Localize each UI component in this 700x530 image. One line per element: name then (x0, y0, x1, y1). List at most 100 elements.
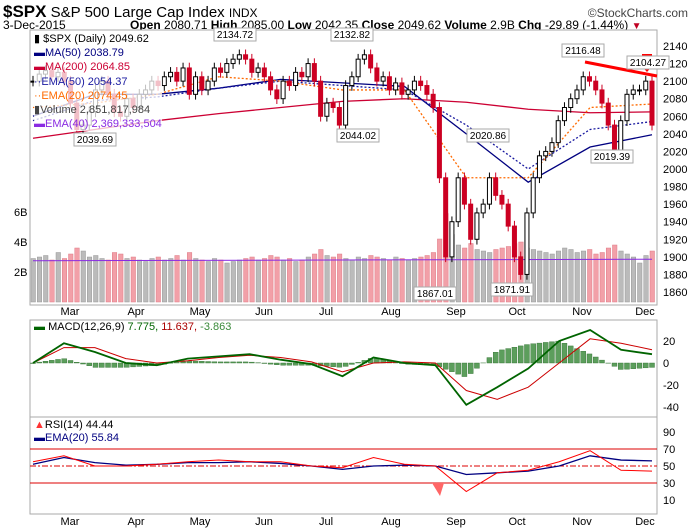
symbol: $SPX (3, 2, 47, 21)
signal-value: 11.637, (161, 321, 198, 333)
candle-body (199, 76, 205, 91)
candle-body (224, 63, 230, 73)
macd-histogram-bar (524, 344, 530, 364)
brand-logo: ©StockCharts.com (587, 6, 688, 20)
macd-legend-icon: ▬ (34, 321, 45, 333)
volume-bar (543, 252, 549, 303)
macd-histogram-bar (505, 348, 511, 364)
volume-bar (643, 255, 649, 303)
volume-bar (280, 259, 286, 303)
price-tick: 2040 (663, 129, 687, 141)
volume-bar (430, 252, 436, 303)
volume-bar (149, 258, 155, 303)
macd-tick: 0 (663, 358, 669, 370)
candle-body (230, 58, 236, 65)
macd-histogram-bar (217, 361, 224, 364)
volume-bar (537, 250, 543, 303)
price-annotation-box (490, 282, 534, 297)
macd-histogram-bar (599, 359, 605, 364)
month-label-bottom: Sep (446, 516, 466, 528)
candle-body (530, 177, 536, 214)
price-annotation: 2132.82 (334, 30, 371, 41)
macd-histogram-bar (267, 362, 274, 365)
price-annotation: 2044.02 (340, 131, 377, 142)
volume-bar (293, 261, 299, 303)
open-value: 2080.71 (164, 18, 208, 32)
volume-ema-line (32, 258, 653, 262)
price-annotation-box (626, 55, 670, 70)
macd-tick: -40 (663, 402, 679, 414)
volume-bar (124, 258, 130, 303)
volume-bar (112, 252, 118, 303)
macd-histogram-bar (593, 356, 599, 364)
candle-body (430, 93, 436, 108)
candle-body (255, 67, 261, 73)
macd-histogram-bar (330, 362, 336, 367)
month-label-top: Apr (127, 306, 144, 318)
price-annotation-box (413, 286, 457, 301)
price-tick: 2140 (663, 41, 687, 53)
legend-price-text: $SPX (Daily) 2049.62 (43, 33, 149, 45)
volume-bar (130, 256, 136, 303)
macd-histogram-bar (449, 362, 455, 372)
price-tick: 1880 (663, 269, 687, 281)
macd-histogram-bar (636, 362, 643, 369)
volume-bar (455, 244, 461, 303)
volume-bar (30, 258, 36, 303)
volume-bar (118, 253, 124, 303)
volume-bar (480, 250, 486, 303)
volume-bar (387, 259, 393, 303)
legend-ema50-text: EMA(50) 2054.37 (41, 75, 128, 88)
candle-body (161, 76, 167, 87)
month-label-top: Jun (255, 306, 273, 318)
month-label-top: May (190, 306, 211, 318)
month-label-bottom: Jul (319, 516, 333, 528)
legend-volume-text: Volume 2,851,817,984 (40, 104, 151, 117)
macd-histogram-bar (74, 362, 80, 364)
volume-icon: ▮ (34, 104, 41, 117)
candle-body (305, 63, 311, 78)
macd-histogram-bar (530, 343, 536, 364)
index-name: S&P 500 Large Cap Index (50, 4, 225, 21)
candle-body (511, 225, 517, 258)
volume-bar (580, 250, 586, 303)
macd-histogram-bar (111, 362, 117, 368)
volume-bar (318, 249, 324, 303)
candle-body (405, 89, 411, 95)
volume-bar (349, 259, 355, 303)
candle-body (443, 177, 449, 258)
volume-bar (137, 259, 143, 303)
candle-body (286, 80, 292, 87)
price-annotation: 1871.91 (494, 285, 531, 296)
legend-ma50-text: MA(50) 2038.79 (45, 47, 124, 60)
candle-body (268, 76, 274, 91)
macd-histogram-bar (649, 362, 655, 368)
macd-histogram-bar (236, 361, 243, 364)
volume-bar (49, 259, 55, 303)
volume-bar (337, 253, 343, 303)
rsi-line (32, 450, 653, 493)
volume-bar (37, 256, 43, 303)
macd-name: MACD(12,26,9) (48, 321, 125, 333)
volume-bar (243, 258, 249, 303)
candle-body (493, 177, 499, 196)
month-label-bottom: Dec (635, 516, 655, 528)
macd-tick: -20 (663, 380, 679, 392)
volume-bar (230, 261, 236, 303)
macd-histogram-bar (105, 362, 111, 368)
legend-vol-ema: ▬EMA(40) 2,369,333,504 (34, 118, 162, 131)
legend-vol-ema-text: EMA(40) 2,369,333,504 (45, 118, 162, 131)
rsi-tick: 30 (663, 478, 675, 490)
macd-histogram-bar (249, 361, 255, 364)
macd-histogram-bar (230, 361, 236, 364)
legend-price: ▮ $SPX (Daily) 2049.62 (34, 32, 162, 46)
price-tick: 1860 (663, 287, 687, 299)
candle-body (436, 107, 442, 179)
candle-body (386, 76, 392, 91)
month-label-bottom: Aug (381, 516, 401, 528)
candle-body (211, 67, 217, 82)
volume-bar (199, 259, 205, 303)
volume-bar (187, 252, 193, 303)
volume-bar (462, 247, 468, 303)
